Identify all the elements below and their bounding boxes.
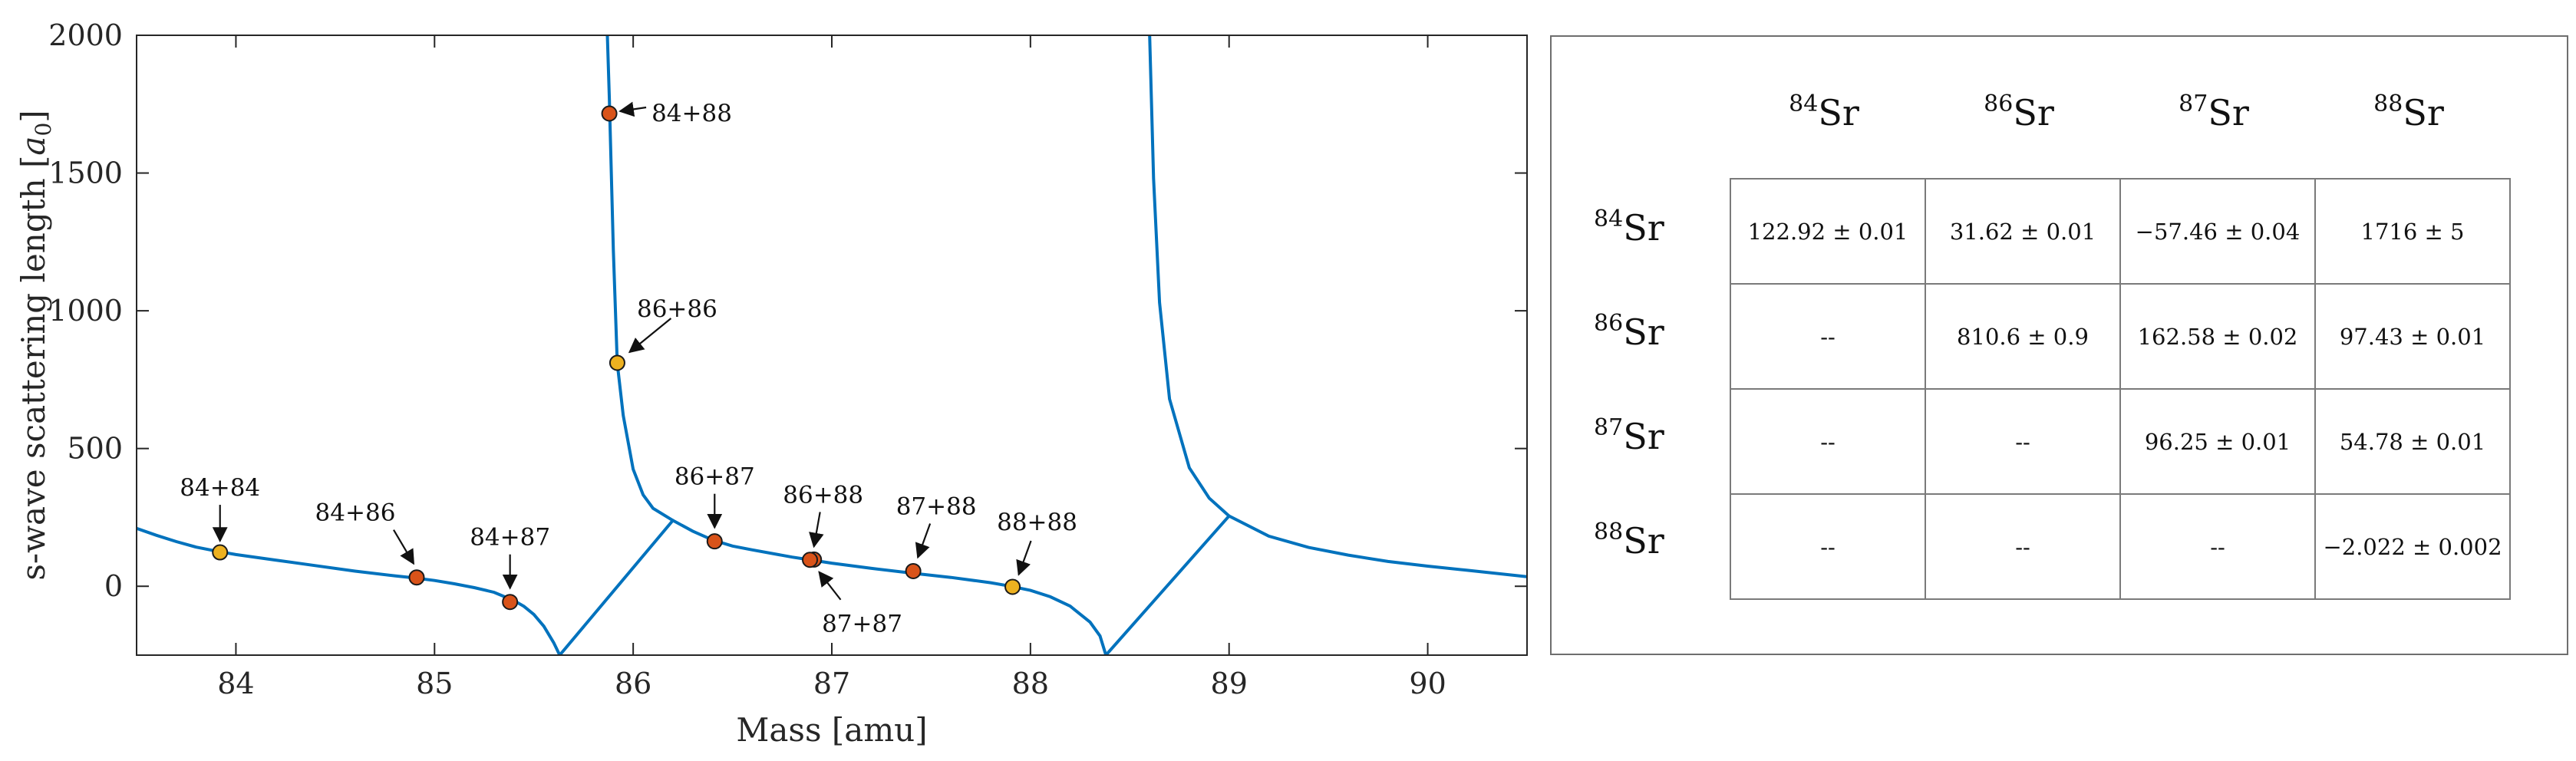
data-point-84-87 bbox=[502, 594, 519, 611]
x-tick-label: 86 bbox=[615, 667, 651, 700]
row-header-87sr: 87Sr bbox=[1594, 414, 1664, 457]
table-cell: 1716 ± 5 bbox=[2314, 178, 2511, 285]
scattering-length-grid: 122.92 ± 0.01 31.62 ± 0.01 −57.46 ± 0.04… bbox=[1730, 178, 2511, 600]
y-tick-label: 500 bbox=[67, 432, 123, 466]
table-cell: −2.022 ± 0.002 bbox=[2314, 493, 2511, 600]
arrow-88-88 bbox=[1016, 540, 1032, 576]
x-tick-label: 87 bbox=[813, 667, 850, 700]
y-tick-label: 1000 bbox=[48, 294, 123, 328]
pair-label-86-87: 86+87 bbox=[675, 463, 755, 491]
data-point-86-86 bbox=[609, 354, 625, 371]
scattering-length-curve-1 bbox=[137, 514, 1527, 655]
column-header-86sr: 86Sr bbox=[1984, 91, 2054, 133]
arrow-87-88 bbox=[915, 523, 932, 559]
pair-label-86-88: 86+88 bbox=[783, 481, 863, 509]
table-cell: 162.58 ± 0.02 bbox=[2119, 283, 2316, 390]
table-row: -- 810.6 ± 0.9 162.58 ± 0.02 97.43 ± 0.0… bbox=[1730, 283, 2511, 390]
data-point-84-84 bbox=[212, 544, 229, 561]
arrow-86-86 bbox=[628, 318, 672, 354]
pair-label-86-86: 86+86 bbox=[637, 295, 717, 323]
table-cell: 97.43 ± 0.01 bbox=[2314, 283, 2511, 390]
x-tick-label: 88 bbox=[1012, 667, 1049, 700]
table-cell: 31.62 ± 0.01 bbox=[1925, 178, 2121, 285]
pair-label-88-88: 88+88 bbox=[997, 509, 1077, 536]
arrow-84-88 bbox=[618, 101, 647, 117]
arrow-86-88 bbox=[809, 512, 824, 549]
column-header-87sr: 87Sr bbox=[2179, 91, 2249, 133]
table-cell: 96.25 ± 0.01 bbox=[2119, 388, 2316, 495]
scattering-length-curve-3 bbox=[1148, 35, 1231, 518]
table-cell: -- bbox=[1730, 283, 1926, 390]
pair-label-84-88: 84+88 bbox=[651, 100, 732, 127]
scattering-length-table-panel: 84Sr 86Sr 87Sr 88Sr 84Sr 86Sr 87Sr 88Sr … bbox=[1550, 35, 2568, 655]
table-cell: -- bbox=[1925, 493, 2121, 600]
y-tick-label: 1500 bbox=[48, 156, 123, 190]
row-header-84sr: 84Sr bbox=[1594, 206, 1664, 249]
table-row: -- -- -- −2.022 ± 0.002 bbox=[1730, 493, 2511, 600]
table-cell: −57.46 ± 0.04 bbox=[2119, 178, 2316, 285]
pair-label-84-84: 84+84 bbox=[180, 474, 260, 502]
arrow-87-87 bbox=[818, 571, 842, 601]
data-point-87-88 bbox=[905, 562, 922, 579]
y-axis-title: s-wave scattering length [a0] bbox=[15, 110, 56, 580]
scattering-length-curve-2 bbox=[605, 35, 674, 522]
column-header-84sr: 84Sr bbox=[1789, 91, 1859, 133]
y-tick-label: 2000 bbox=[48, 18, 123, 52]
data-point-84-86 bbox=[408, 569, 425, 586]
pair-label-87-87: 87+87 bbox=[822, 611, 902, 638]
row-header-86sr: 86Sr bbox=[1594, 310, 1664, 353]
arrow-84-86 bbox=[393, 529, 414, 565]
pair-label-84-86: 84+86 bbox=[315, 499, 396, 527]
table-cell: 810.6 ± 0.9 bbox=[1925, 283, 2121, 390]
scattering-length-chart: 84+84 84+86 84+87 84+88 86+86 86+87 86+88 87+87… bbox=[15, 18, 1528, 749]
row-header-88sr: 88Sr bbox=[1594, 519, 1664, 562]
pair-label-84-87: 84+87 bbox=[470, 524, 550, 552]
table-cell: -- bbox=[2119, 493, 2316, 600]
x-tick-label: 84 bbox=[217, 667, 254, 700]
data-point-84-88 bbox=[601, 105, 618, 122]
table-cell: 122.92 ± 0.01 bbox=[1730, 178, 1926, 285]
data-point-88-88 bbox=[1004, 578, 1021, 595]
plot-area bbox=[137, 35, 1527, 655]
data-point-86-87 bbox=[706, 533, 723, 550]
table-cell: -- bbox=[1730, 388, 1926, 495]
column-header-88sr: 88Sr bbox=[2373, 91, 2444, 133]
table-row: 122.92 ± 0.01 31.62 ± 0.01 −57.46 ± 0.04… bbox=[1730, 178, 2511, 285]
table-cell: -- bbox=[1925, 388, 2121, 495]
data-point-87-87 bbox=[802, 552, 819, 568]
x-tick-label: 90 bbox=[1409, 667, 1446, 700]
x-tick-label: 89 bbox=[1211, 667, 1248, 700]
pair-label-87-88: 87+88 bbox=[896, 493, 977, 520]
table-cell: -- bbox=[1730, 493, 1926, 600]
y-tick-label: 0 bbox=[104, 569, 123, 603]
table-row: -- -- 96.25 ± 0.01 54.78 ± 0.01 bbox=[1730, 388, 2511, 495]
x-tick-label: 85 bbox=[416, 667, 453, 700]
table-cell: 54.78 ± 0.01 bbox=[2314, 388, 2511, 495]
x-axis-title: Mass [amu] bbox=[736, 711, 927, 749]
